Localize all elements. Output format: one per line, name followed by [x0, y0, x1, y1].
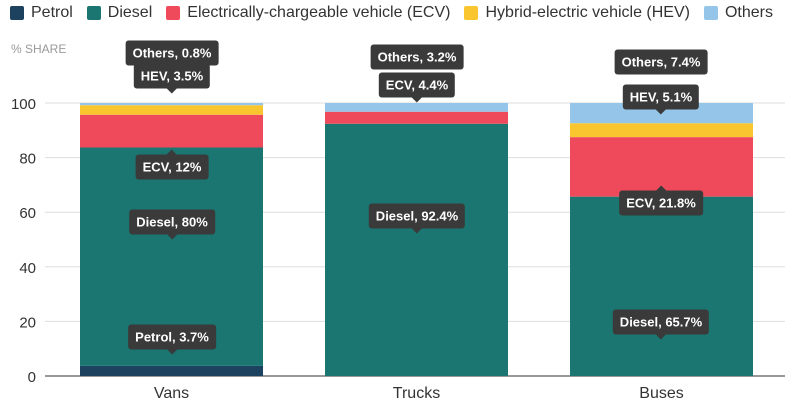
legend-label: Others	[724, 4, 773, 21]
data-label: Diesel, 92.4%	[368, 203, 466, 234]
legend-item[interactable]: Hybrid-electric vehicle (HEV)	[464, 4, 690, 22]
data-label: ECV, 12%	[135, 149, 209, 180]
x-tick-label: Vans	[154, 385, 189, 402]
data-label: HEV, 5.1%	[622, 84, 700, 115]
legend-label: Hybrid-electric vehicle (HEV)	[485, 4, 690, 21]
data-label: Diesel, 80%	[129, 209, 215, 240]
data-label: Others, 7.4%	[614, 49, 708, 75]
y-tick-label: 40	[19, 260, 36, 277]
legend-swatch	[10, 6, 24, 20]
y-tick-label: 100	[11, 96, 36, 113]
legend-item[interactable]: Electrically-chargeable vehicle (ECV)	[166, 4, 450, 22]
legend-swatch	[464, 6, 479, 20]
legend-label: Electrically-chargeable vehicle (ECV)	[187, 4, 451, 21]
bar-segment[interactable]	[570, 123, 753, 138]
legend-label: Petrol	[31, 4, 73, 21]
x-tick-label: Trucks	[393, 385, 440, 402]
y-tick-label: 20	[19, 314, 36, 331]
bar-segment[interactable]	[325, 111, 508, 124]
legend-swatch	[86, 6, 101, 20]
data-label: HEV, 3.5%	[133, 63, 211, 94]
x-tick-label: Buses	[639, 385, 683, 402]
bar-segment[interactable]	[325, 103, 508, 112]
legend-item[interactable]: Petrol	[10, 4, 73, 22]
data-label: Diesel, 65.7%	[612, 309, 710, 340]
legend-label: Diesel	[107, 4, 153, 21]
bar-segment[interactable]	[80, 114, 263, 148]
y-tick-label: 0	[28, 369, 36, 386]
legend-item[interactable]: Diesel	[86, 4, 153, 22]
data-label: ECV, 21.8%	[619, 185, 703, 216]
y-tick-label: 60	[19, 205, 36, 222]
legend-swatch	[703, 6, 718, 20]
bar-segment[interactable]	[570, 196, 753, 376]
bar-segment[interactable]	[80, 365, 263, 376]
y-tick-label: 80	[19, 151, 36, 168]
data-label: ECV, 4.4%	[378, 72, 456, 103]
legend-swatch	[166, 6, 181, 20]
legend: Petrol Diesel Electrically-chargeable vehi…	[10, 4, 773, 22]
y-axis-label: % SHARE	[11, 42, 67, 56]
data-label: Others, 3.2%	[370, 44, 464, 70]
legend-item[interactable]: Others	[703, 4, 773, 22]
bar-segment[interactable]	[325, 123, 508, 376]
bar-segment[interactable]	[80, 105, 263, 115]
bar-segment[interactable]	[80, 103, 263, 106]
data-label: Petrol, 3.7%	[128, 324, 216, 355]
data-label: Others, 0.8%	[125, 40, 219, 66]
